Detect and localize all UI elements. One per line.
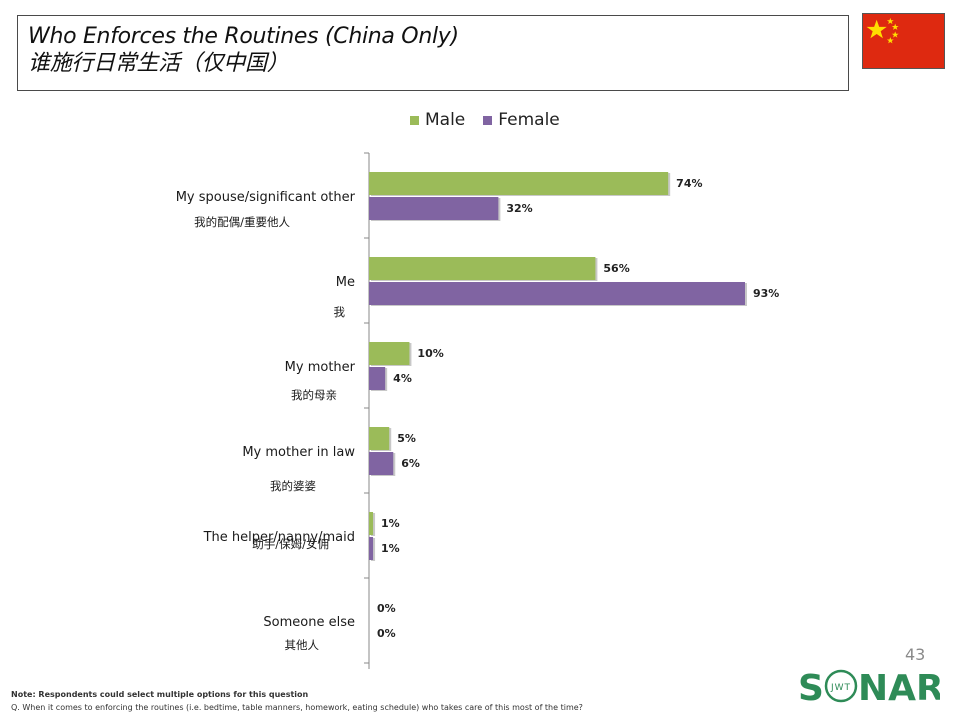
- category-label-chinese: 我的母亲: [291, 388, 337, 402]
- category-label: My mother: [285, 360, 356, 375]
- data-label-female: 6%: [401, 457, 420, 470]
- sonar-logo: S JWT NAR: [798, 668, 940, 708]
- bar-female: [369, 367, 386, 390]
- data-label-male: 56%: [603, 262, 629, 275]
- data-label-male: 1%: [381, 517, 400, 530]
- legend-swatch-female: [483, 115, 493, 125]
- category-label: The helper/nanny/maid: [203, 530, 355, 545]
- logo-letters-nar: NAR: [858, 668, 940, 708]
- footnote: Note: Respondents could select multiple …: [11, 690, 309, 699]
- bar-female: [369, 282, 745, 305]
- legend-swatch-male: [410, 115, 419, 125]
- page-title-chinese: 谁施行日常生活（仅中国）: [28, 51, 289, 76]
- category-label-chinese: 我: [334, 305, 346, 319]
- category-label-chinese: 我的配偶/重要他人: [194, 215, 290, 229]
- legend-label-female: Female: [498, 110, 560, 130]
- data-label-male: 74%: [676, 177, 702, 190]
- bar-chart: 74% 32% My spouse/significant other 我的配偶/重要…: [176, 152, 779, 669]
- bar-male: [369, 427, 390, 450]
- category-label-chinese: 助手/保姆/女佣: [252, 537, 329, 551]
- data-label-female: 0%: [377, 627, 396, 640]
- bar-male: [369, 342, 410, 365]
- page-number: 43: [905, 645, 926, 664]
- title-box: Who Enforces the Routines (China Only) 谁…: [17, 15, 849, 91]
- data-label-male: 10%: [417, 347, 443, 360]
- category-label: Me: [336, 275, 355, 290]
- category-label-chinese: 我的婆婆: [270, 479, 316, 493]
- data-label-female: 93%: [753, 287, 779, 300]
- legend-label-male: Male: [425, 110, 466, 130]
- data-label-female: 1%: [381, 542, 400, 555]
- bar-female: [369, 452, 394, 475]
- logo-letter-s: S: [798, 668, 824, 708]
- logo-inner-text: JWT: [830, 683, 851, 693]
- data-label-female: 32%: [506, 202, 532, 215]
- bar-male: [369, 512, 374, 535]
- bar-male: [369, 257, 596, 280]
- legend-item-female: Female: [483, 110, 560, 130]
- category-label: My mother in law: [242, 445, 355, 460]
- question-text: Q. When it comes to enforcing the routin…: [11, 703, 583, 712]
- bar-female: [369, 197, 499, 220]
- data-label-female: 4%: [393, 372, 412, 385]
- category-label: My spouse/significant other: [176, 190, 356, 205]
- category-label: Someone else: [263, 615, 355, 630]
- chart-legend: Male Female: [410, 108, 560, 132]
- logo-ring: [824, 669, 858, 703]
- data-label-male: 0%: [377, 602, 396, 615]
- bar-male: [369, 172, 669, 195]
- data-label-male: 5%: [397, 432, 416, 445]
- category-label-chinese: 其他人: [285, 638, 320, 652]
- bar-female: [369, 537, 374, 560]
- page-title: Who Enforces the Routines (China Only): [28, 24, 459, 49]
- legend-item-male: Male: [410, 110, 465, 130]
- china-flag-icon: [862, 13, 945, 69]
